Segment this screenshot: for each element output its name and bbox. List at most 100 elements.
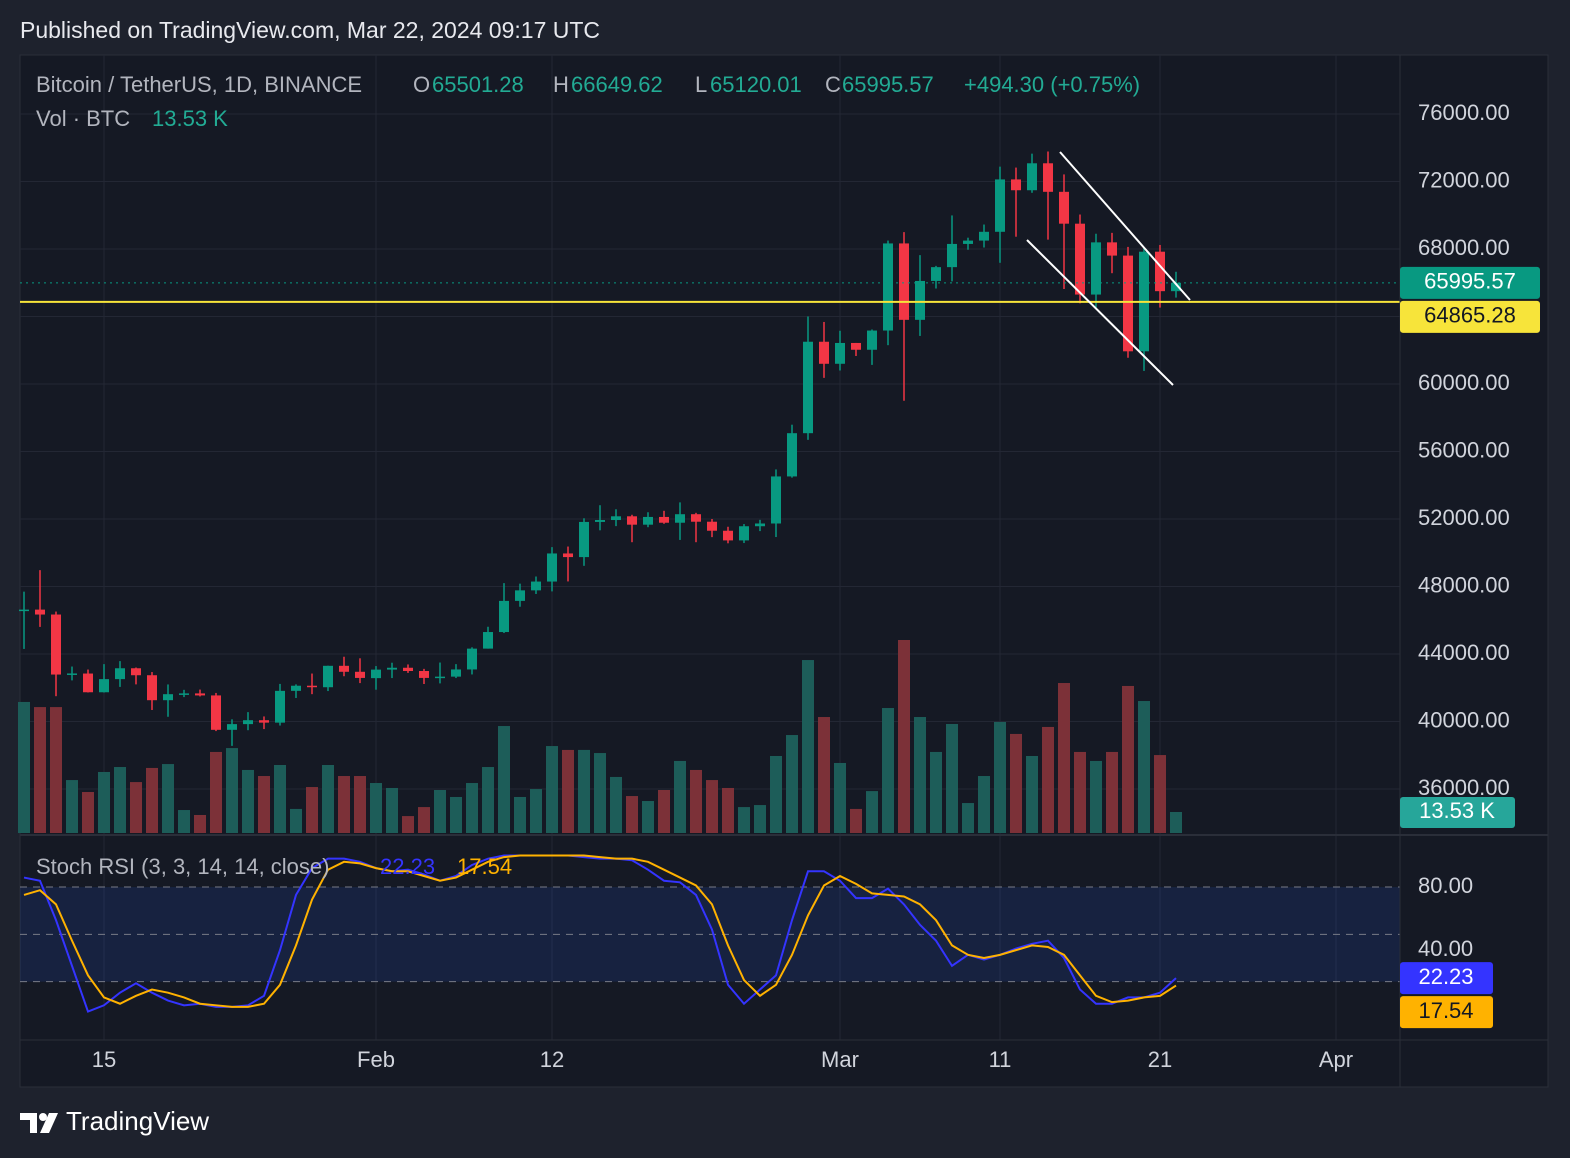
stoch-tag-label: 22.23 xyxy=(1418,964,1473,989)
volume-bar xyxy=(274,764,286,833)
candle-body xyxy=(19,609,29,612)
volume-bar xyxy=(674,760,686,833)
volume-title: Vol · BTC xyxy=(36,106,130,131)
volume-bar xyxy=(786,735,798,833)
volume-bar xyxy=(498,726,510,833)
x-tick-label: Apr xyxy=(1319,1047,1353,1072)
candle-body xyxy=(1059,191,1069,224)
candle-body xyxy=(371,669,381,679)
volume-bar xyxy=(706,780,718,833)
y-tick-label: 72000.00 xyxy=(1418,167,1510,192)
y-tick-label: 60000.00 xyxy=(1418,370,1510,395)
volume-bar xyxy=(482,767,494,833)
volume-bar xyxy=(1138,701,1150,833)
candle-body xyxy=(691,514,701,522)
volume-bar xyxy=(834,762,846,833)
volume-legend-value: 13.53 K xyxy=(152,106,228,131)
volume-bar xyxy=(1154,755,1166,833)
hline-tag xyxy=(1400,300,1540,333)
x-tick-label: 12 xyxy=(540,1047,564,1072)
candle-body xyxy=(451,669,461,677)
legend-low: 65120.01 xyxy=(710,72,802,97)
volume-bar xyxy=(306,787,318,833)
candle-body xyxy=(995,179,1005,232)
candle-body xyxy=(147,675,157,701)
volume-bar xyxy=(82,792,94,833)
candle-body xyxy=(195,693,205,696)
candle-body xyxy=(611,516,621,521)
volume-bar xyxy=(770,755,782,833)
candle-body xyxy=(35,609,45,615)
price-tag xyxy=(1400,266,1540,299)
volume-bar xyxy=(690,769,702,833)
legend-change: +494.30 (+0.75%) xyxy=(964,72,1140,97)
volume-bar xyxy=(434,789,446,833)
volume-bar xyxy=(626,796,638,833)
candle-body xyxy=(739,526,749,541)
volume-bar xyxy=(914,717,926,833)
candle-body xyxy=(579,521,589,558)
candle-body xyxy=(627,516,637,525)
y-tick-label: 68000.00 xyxy=(1418,235,1510,260)
candle-body xyxy=(595,520,605,522)
price-tag-label: 65995.57 xyxy=(1424,269,1516,294)
candle-body xyxy=(963,240,973,244)
candle-body xyxy=(115,668,125,680)
volume-bar xyxy=(530,789,542,833)
volume-bar xyxy=(818,717,830,833)
candle-body xyxy=(1027,163,1037,191)
candle-body xyxy=(1107,242,1117,256)
legend-letter: C xyxy=(825,72,841,97)
stoch-line xyxy=(23,854,1177,1008)
candle-body xyxy=(403,667,413,672)
candle-body xyxy=(355,671,365,678)
candle-body xyxy=(1091,242,1101,295)
volume-bar xyxy=(514,796,526,833)
candle-body xyxy=(307,685,317,688)
legend-letter: L xyxy=(695,72,707,97)
volume-bar xyxy=(1026,755,1038,833)
brand-logo xyxy=(20,1113,58,1133)
volume-bar xyxy=(882,708,894,833)
candle-body xyxy=(163,694,173,701)
candle-body xyxy=(1171,282,1181,292)
logo-part xyxy=(39,1113,47,1121)
volume-tag-label: 13.53 K xyxy=(1419,798,1495,823)
y-tick-label: 80.00 xyxy=(1418,873,1473,898)
volume-bar xyxy=(130,782,142,833)
candle-body xyxy=(227,724,237,730)
volume-bar xyxy=(34,707,46,833)
volume-bar xyxy=(258,776,270,833)
volume-bar xyxy=(946,724,958,833)
legend-letter: O xyxy=(413,72,430,97)
volume-bar xyxy=(1122,685,1134,833)
volume-bar xyxy=(226,748,238,833)
stoch-line xyxy=(23,854,1177,1013)
candle-body xyxy=(499,600,509,633)
volume-tag xyxy=(1400,796,1515,828)
brand-name: TradingView xyxy=(66,1106,209,1136)
volume-bar xyxy=(450,796,462,833)
candle-body xyxy=(531,581,541,591)
x-tick-label: Mar xyxy=(821,1047,859,1072)
candle-body xyxy=(275,690,285,723)
candle-body xyxy=(851,342,861,350)
candle-body xyxy=(1043,163,1053,192)
stoch-tag xyxy=(1400,962,1493,995)
x-tick-label: Feb xyxy=(357,1047,395,1072)
volume-bar xyxy=(338,776,350,833)
candle-body xyxy=(723,530,733,541)
candle-body xyxy=(979,231,989,241)
candle-body xyxy=(643,516,653,525)
x-tick-label: 21 xyxy=(1148,1047,1172,1072)
candle-body xyxy=(67,673,77,675)
stoch-d-value: 17.54 xyxy=(457,854,512,879)
volume-bar xyxy=(1170,811,1182,833)
candle-body xyxy=(1155,251,1165,292)
volume-bar xyxy=(754,805,766,833)
candle-body xyxy=(883,243,893,331)
candle-body xyxy=(915,280,925,320)
candle-body xyxy=(1011,179,1021,191)
logo-part xyxy=(40,1113,58,1133)
volume-bar xyxy=(578,749,590,833)
